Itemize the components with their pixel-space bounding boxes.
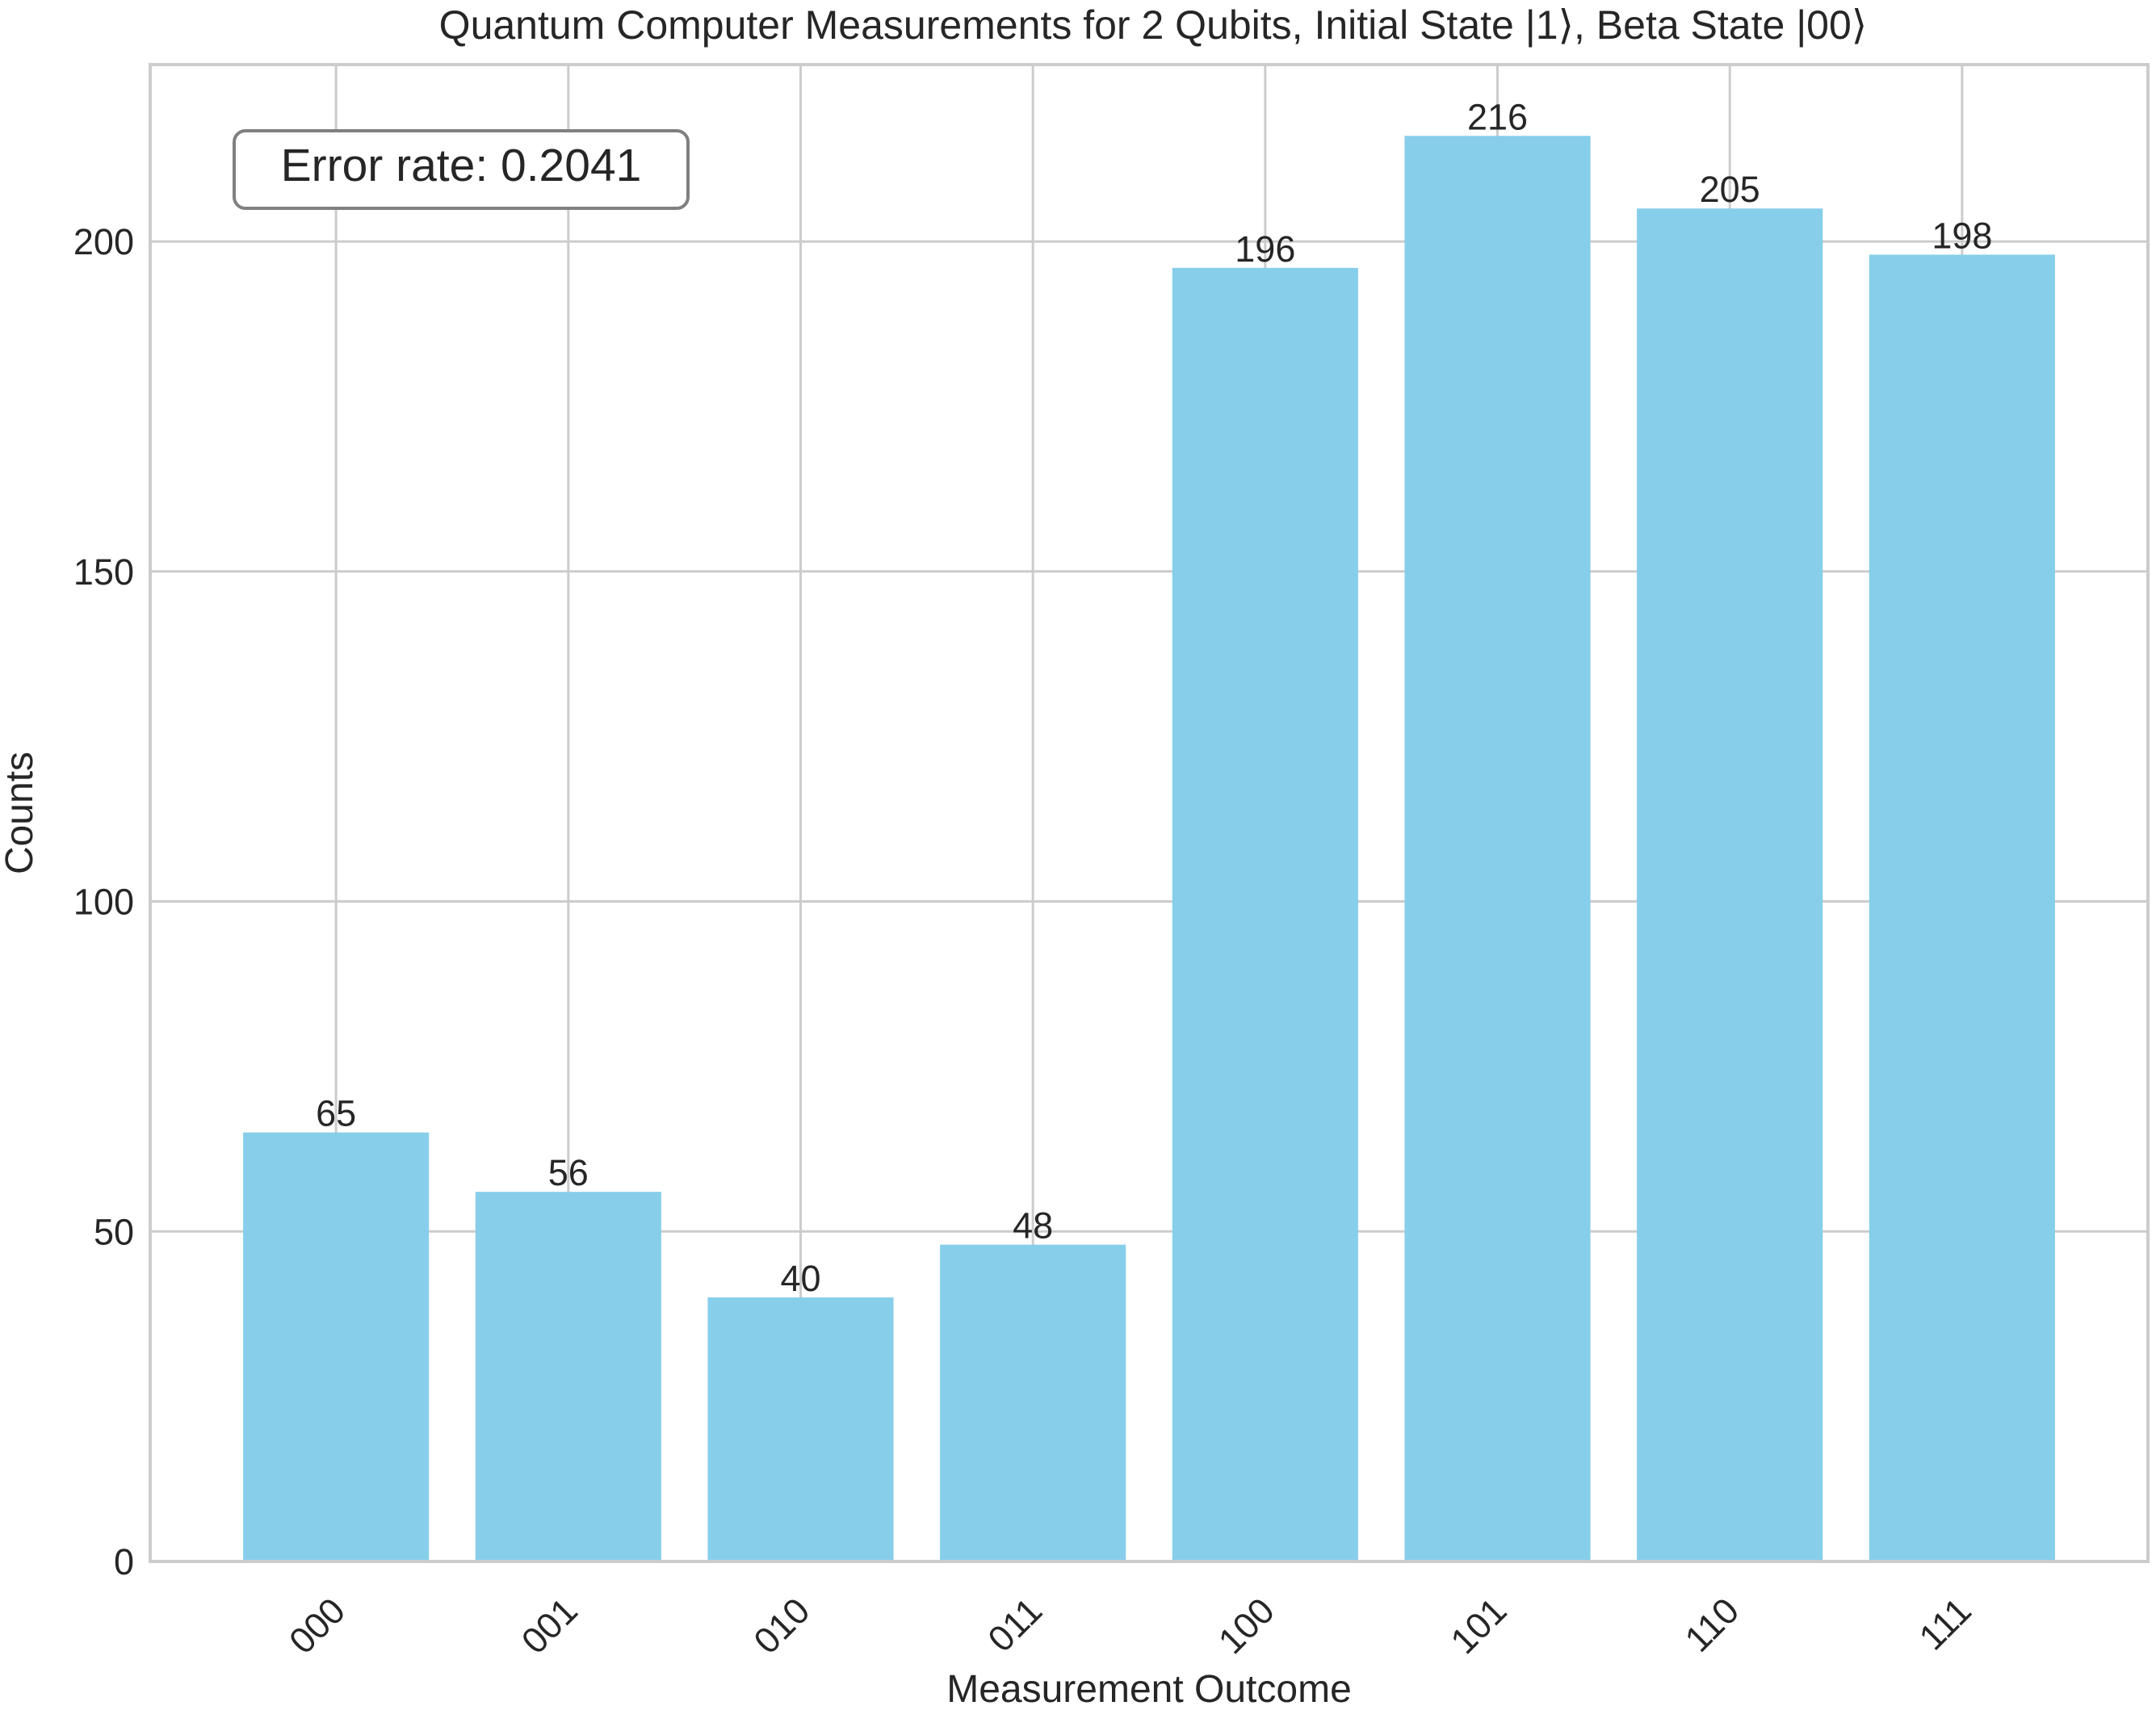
bar-100 [1172,267,1358,1561]
bar-value-label: 56 [548,1152,589,1193]
x-tick-label: 100 [1210,1590,1282,1662]
bar-value-label: 65 [316,1093,356,1134]
bar-110 [1637,208,1823,1562]
x-tick-label: 001 [514,1590,585,1662]
bars: 65 56 40 48 196 216 205 198 [243,96,2055,1562]
bar-value-label: 198 [1932,215,1992,256]
bar-010 [707,1297,894,1561]
y-axis-ticks: 0 50 100 150 200 [73,221,134,1582]
x-tick-label: 111 [1911,1590,1978,1658]
plot-frame [149,63,2150,1563]
x-tick-label: 000 [281,1590,353,1662]
y-tick-label: 0 [114,1541,134,1582]
bar-101 [1404,136,1591,1561]
annotation-text: Error rate: 0.2041 [281,140,642,191]
bar-value-label: 216 [1467,96,1528,137]
x-axis-label: Measurement Outcome [946,1668,1352,1710]
y-tick-label: 50 [94,1211,134,1252]
grid-lines [150,65,2148,1563]
y-tick-label: 100 [73,882,134,923]
bar-011 [940,1244,1126,1561]
chart-title: Quantum Computer Measurements for 2 Qubi… [439,2,1868,48]
bar-value-label: 48 [1013,1205,1053,1247]
x-tick-label: 011 [979,1590,1050,1660]
annotation-box [233,129,690,210]
x-tick-label: 110 [1676,1590,1747,1660]
bar-111 [1869,254,2055,1561]
y-axis-label: Counts [0,752,41,874]
y-tick-label: 200 [73,221,134,262]
y-tick-label: 150 [73,551,134,593]
bar-000 [243,1132,430,1561]
bar-value-label: 40 [780,1258,820,1299]
bar-value-label: 196 [1235,228,1295,270]
x-axis-ticks: 000 001 010 011 100 101 110 111 [281,1590,1979,1662]
error-rate-annotation: Error rate: 0.2041 [233,129,690,210]
bar-value-label: 205 [1700,169,1760,210]
x-tick-label: 101 [1442,1590,1514,1662]
x-tick-label: 010 [745,1590,817,1662]
bar-001 [475,1192,661,1561]
